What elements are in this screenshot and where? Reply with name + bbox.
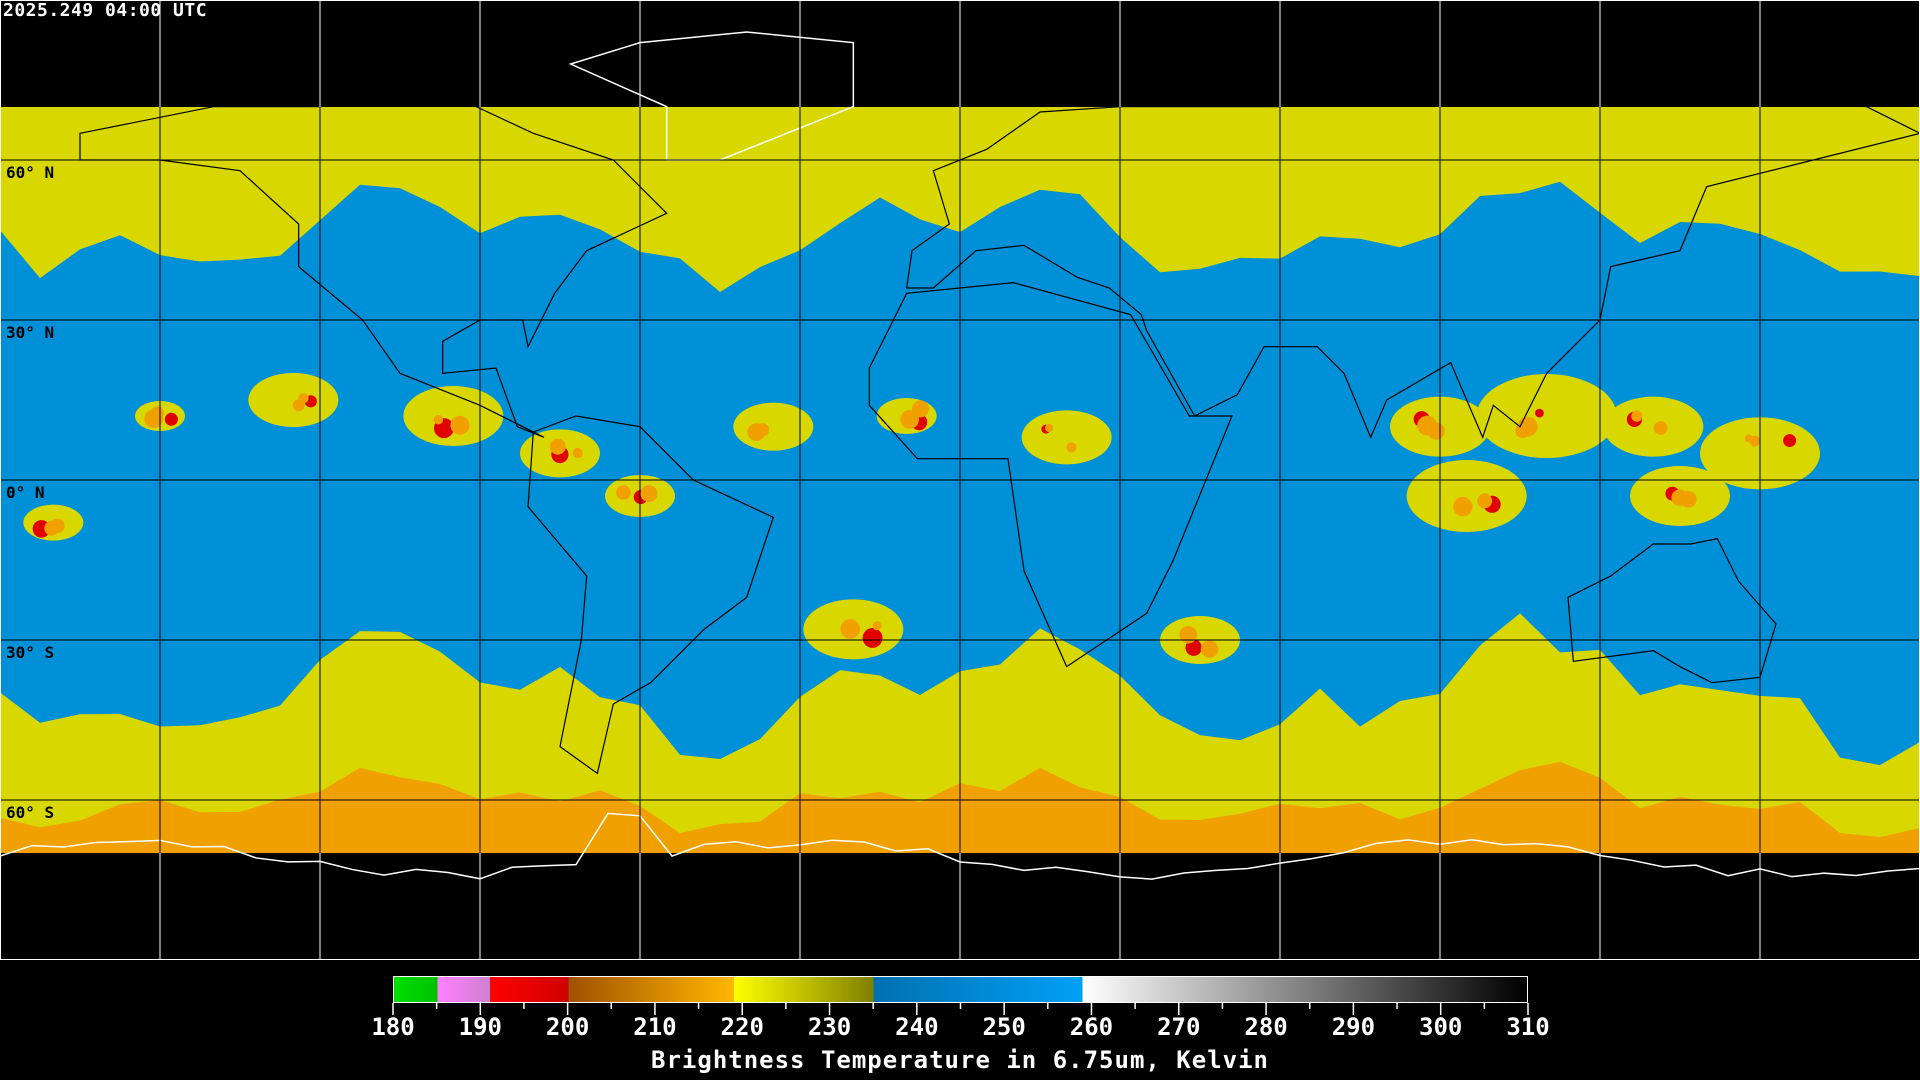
coastline-north-america xyxy=(79,95,668,438)
cold-cloud-top xyxy=(1200,640,1219,658)
cloud-cluster xyxy=(1603,396,1704,457)
cold-cloud-top xyxy=(1066,442,1077,453)
cloud-cluster xyxy=(733,402,814,451)
tick-label-250: 250 xyxy=(982,1013,1026,1041)
tick-label-300: 300 xyxy=(1419,1013,1463,1041)
tick-label-290: 290 xyxy=(1331,1013,1376,1041)
tick-label-270: 270 xyxy=(1157,1013,1201,1041)
cloud-cluster xyxy=(403,386,504,446)
cold-cloud-top xyxy=(872,621,882,631)
coastline-africa xyxy=(868,282,1233,668)
cold-cloud-top xyxy=(900,409,920,429)
cold-cloud-top xyxy=(1515,423,1530,438)
tick-label-280: 280 xyxy=(1244,1013,1288,1041)
timestamp: 2025.249 04:00 UTC xyxy=(3,0,208,21)
cold-cloud-top xyxy=(433,414,444,425)
cold-cloud-top xyxy=(862,628,883,648)
tick-label-260: 260 xyxy=(1069,1013,1114,1041)
cloud-cluster xyxy=(1406,460,1527,532)
coastline-greenland xyxy=(568,31,855,161)
lat-label-30n: 30° N xyxy=(6,323,55,342)
cold-cloud-top xyxy=(44,520,60,536)
colorbar-title: Brightness Temperature in 6.75um, Kelvin xyxy=(651,1046,1269,1074)
lat-label-60s: 60° S xyxy=(6,803,55,822)
coastline-eurasia xyxy=(905,74,1920,440)
cold-cloud-top xyxy=(1179,625,1198,644)
cold-cloud-top xyxy=(1631,410,1643,422)
tick-label-230: 230 xyxy=(807,1013,852,1041)
tick-label-190: 190 xyxy=(458,1013,502,1041)
tick-label-180: 180 xyxy=(371,1013,415,1041)
cold-cloud-top xyxy=(1535,408,1544,418)
colorbar xyxy=(393,976,1528,1003)
cold-cloud-top xyxy=(1783,434,1797,448)
cold-cloud-top xyxy=(616,485,631,500)
cold-cloud-top xyxy=(1427,422,1445,440)
cold-cloud-top xyxy=(572,447,583,459)
cold-cloud-top xyxy=(1044,423,1054,433)
tick-label-200: 200 xyxy=(545,1013,590,1041)
tick-label-310: 310 xyxy=(1506,1013,1550,1041)
cold-cloud-top xyxy=(298,393,309,404)
tick-label-210: 210 xyxy=(633,1013,677,1041)
cloud-cluster xyxy=(248,373,339,427)
tick-label-240: 240 xyxy=(895,1013,939,1041)
cold-cloud-top xyxy=(1653,421,1668,435)
tick-label-220: 220 xyxy=(720,1013,764,1041)
cold-cloud-top xyxy=(1477,493,1493,509)
cold-cloud-top xyxy=(164,412,178,426)
water-vapor-map xyxy=(0,0,1920,960)
cold-cloud-top xyxy=(747,423,766,442)
cold-cloud-top xyxy=(1185,639,1202,656)
coastline-australia xyxy=(1567,537,1777,684)
cloud-cluster xyxy=(1021,410,1112,465)
cold-cloud-top xyxy=(450,415,470,435)
coastline-south-america xyxy=(527,415,775,775)
lat-lon-grid xyxy=(0,0,1920,960)
lat-label-0n: 0° N xyxy=(6,483,45,502)
cold-cloud-top xyxy=(640,485,658,503)
colorbar-ticks xyxy=(392,1003,1529,1015)
cloud-cluster xyxy=(1476,374,1617,458)
cold-cloud-top xyxy=(840,619,860,639)
lat-label-60n: 60° N xyxy=(6,163,55,182)
lat-label-30s: 30° S xyxy=(6,643,55,662)
cold-cloud-top xyxy=(151,406,164,420)
cold-cloud-top xyxy=(1453,496,1473,517)
cold-cloud-top xyxy=(549,438,566,455)
cold-cloud-top xyxy=(1749,435,1761,447)
cold-cloud-top xyxy=(1679,490,1697,508)
